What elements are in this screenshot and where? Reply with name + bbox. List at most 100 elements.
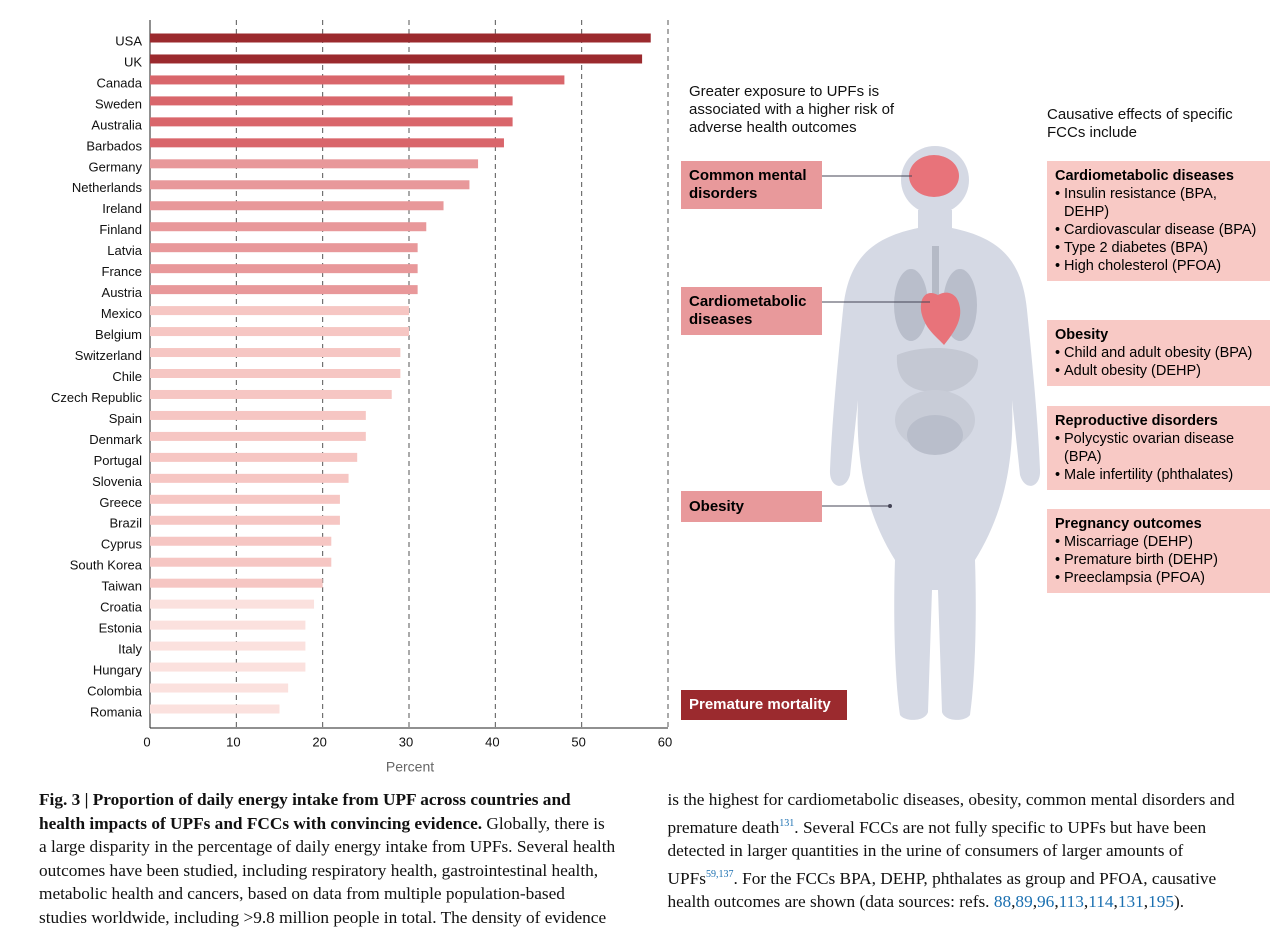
ref-link[interactable]: 114: [1088, 891, 1114, 911]
y-tick-label: Switzerland: [75, 348, 142, 363]
ref-link[interactable]: 88: [993, 891, 1012, 911]
y-tick-label: Brazil: [109, 516, 142, 531]
y-tick-label: Sweden: [95, 96, 142, 111]
y-tick-label: Ireland: [102, 201, 142, 216]
fcc-item: Miscarriage (DEHP): [1055, 533, 1262, 551]
bar: [150, 159, 479, 169]
fcc-item: Cardiovascular disease (BPA): [1055, 221, 1262, 239]
ref-list: 88,89,96,113,114,131,195: [993, 891, 1175, 911]
bar: [150, 620, 306, 630]
y-tick-label: Greece: [99, 495, 142, 510]
bar: [150, 348, 401, 358]
ref-link[interactable]: 131: [1117, 891, 1144, 911]
fcc-item: Polycystic ovarian disease (BPA): [1055, 430, 1262, 466]
y-tick-label: Germany: [89, 159, 143, 174]
x-tick-label: 50: [571, 734, 585, 749]
ref-link[interactable]: 89: [1015, 891, 1033, 911]
leader-dot: [888, 504, 892, 508]
fcc-item: Adult obesity (DEHP): [1055, 362, 1262, 380]
bar: [150, 683, 289, 693]
x-tick-label: 40: [485, 734, 499, 749]
y-tick-label: Slovenia: [92, 474, 143, 489]
bar: [150, 75, 565, 85]
fcc-list: Child and adult obesity (BPA)Adult obesi…: [1055, 344, 1262, 380]
y-tick-label: USA: [115, 33, 142, 48]
bar: [150, 243, 418, 253]
x-tick-label: 0: [143, 734, 150, 749]
bar: [150, 557, 332, 567]
y-tick-label: Australia: [91, 117, 142, 132]
fcc-title: Pregnancy outcomes: [1055, 516, 1202, 532]
fcc-item: High cholesterol (PFOA): [1055, 257, 1262, 275]
y-tick-label: Barbados: [86, 138, 142, 153]
bar: [150, 662, 306, 672]
y-tick-label: Croatia: [100, 600, 143, 615]
bar: [150, 515, 340, 525]
y-tick-label: Estonia: [99, 621, 143, 636]
y-tick-label: Mexico: [101, 306, 142, 321]
caption-text: . For the FCCs BPA, DEHP, phthalates as …: [667, 868, 1217, 911]
x-tick-label: 30: [399, 734, 413, 749]
bar: [150, 410, 366, 420]
bar: [150, 494, 340, 504]
fcc-box: ObesityChild and adult obesity (BPA)Adul…: [1047, 320, 1270, 386]
y-tick-label: France: [102, 264, 142, 279]
outcome-box: Cardiometabolic diseases: [681, 287, 822, 335]
x-axis-label: Percent: [386, 759, 434, 775]
fcc-box: Reproductive disordersPolycystic ovarian…: [1047, 406, 1270, 490]
x-tick-label: 20: [312, 734, 326, 749]
fcc-intro: Causative effects of specific FCCs inclu…: [1047, 106, 1233, 141]
bar: [150, 431, 366, 441]
ref-link[interactable]: 96: [1037, 891, 1055, 911]
y-tick-label: Italy: [118, 642, 142, 657]
ref-link[interactable]: 113: [1058, 891, 1084, 911]
y-tick-label: Colombia: [87, 683, 143, 698]
fcc-list: Polycystic ovarian disease (BPA)Male inf…: [1055, 430, 1262, 484]
caption-title: Proportion of daily energy intake from U…: [39, 790, 571, 833]
y-tick-label: Taiwan: [102, 579, 142, 594]
caption-text: . Several FCCs are not fully specific to…: [667, 817, 1207, 888]
body-illustration: [829, 146, 1041, 720]
bar: [150, 599, 315, 609]
fcc-list: Miscarriage (DEHP)Premature birth (DEHP)…: [1055, 533, 1262, 587]
fcc-item: Insulin resistance (BPA, DEHP): [1055, 185, 1262, 221]
fcc-item: Child and adult obesity (BPA): [1055, 344, 1262, 362]
fcc-box: Cardiometabolic diseasesInsulin resistan…: [1047, 161, 1270, 281]
fcc-list: Insulin resistance (BPA, DEHP)Cardiovasc…: [1055, 185, 1262, 275]
fcc-title: Reproductive disorders: [1055, 413, 1218, 429]
y-tick-label: Belgium: [95, 327, 142, 342]
caption: Fig. 3 | Proportion of daily energy inta…: [39, 788, 1244, 930]
bar: [150, 180, 470, 190]
bar: [150, 285, 418, 295]
fcc-title: Cardiometabolic diseases: [1055, 168, 1234, 184]
y-tick-label: Latvia: [107, 243, 142, 258]
bar: [150, 641, 306, 651]
bar: [150, 369, 401, 378]
ref-link[interactable]: 195: [1148, 891, 1175, 911]
x-tick-label: 60: [658, 734, 672, 749]
bar: [150, 222, 427, 232]
figure: Percent 0 10 20 30 40 50 60 USA UK Canada Sweden Au…: [51, 20, 1041, 775]
y-tick-label: Czech Republic: [51, 390, 143, 405]
fig-label: Fig. 3 |: [39, 790, 89, 809]
bar: [150, 96, 513, 106]
bar: [150, 201, 444, 211]
y-tick-label: Chile: [112, 369, 142, 384]
bar: [150, 704, 280, 714]
y-tick-label: Cyprus: [101, 537, 143, 552]
bar: [150, 389, 392, 399]
y-tick-label: Austria: [102, 285, 143, 300]
bar: [150, 54, 643, 64]
fcc-item: Premature birth (DEHP): [1055, 551, 1262, 569]
intro-text: Greater exposure to UPFs is associated w…: [689, 83, 895, 136]
y-tick-label: Netherlands: [72, 180, 143, 195]
caption-text: ).: [1174, 891, 1185, 911]
fcc-item: Type 2 diabetes (BPA): [1055, 239, 1262, 257]
bar: [150, 536, 332, 546]
y-tick-label: Canada: [96, 75, 142, 90]
fcc-title: Obesity: [1055, 327, 1109, 343]
outcome-box: Obesity: [681, 491, 822, 522]
bar: [150, 33, 651, 43]
bar: [150, 306, 409, 316]
